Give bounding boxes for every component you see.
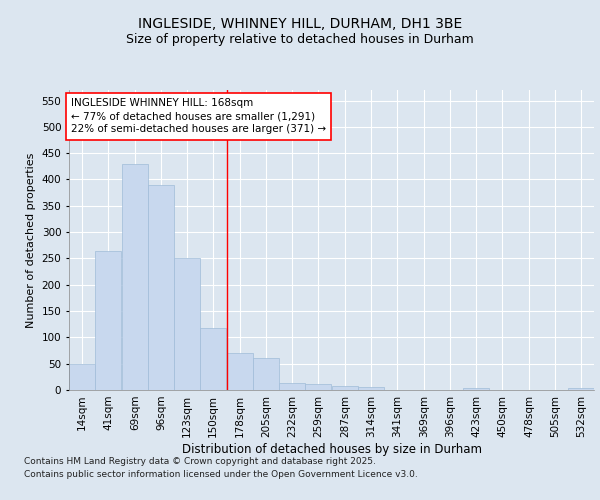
- Bar: [280, 383, 305, 390]
- Bar: [148, 184, 173, 390]
- Bar: [227, 353, 253, 390]
- Text: INGLESIDE, WHINNEY HILL, DURHAM, DH1 3BE: INGLESIDE, WHINNEY HILL, DURHAM, DH1 3BE: [138, 18, 462, 32]
- Text: Size of property relative to detached houses in Durham: Size of property relative to detached ho…: [126, 32, 474, 46]
- Bar: [122, 164, 148, 390]
- Bar: [358, 388, 383, 390]
- Bar: [95, 250, 121, 390]
- Bar: [253, 358, 278, 390]
- Bar: [175, 258, 200, 390]
- Bar: [332, 386, 358, 390]
- Bar: [463, 388, 488, 390]
- Text: Contains HM Land Registry data © Crown copyright and database right 2025.
Contai: Contains HM Land Registry data © Crown c…: [24, 458, 418, 479]
- Text: INGLESIDE WHINNEY HILL: 168sqm
← 77% of detached houses are smaller (1,291)
22% : INGLESIDE WHINNEY HILL: 168sqm ← 77% of …: [71, 98, 326, 134]
- Bar: [200, 328, 226, 390]
- Bar: [70, 364, 95, 390]
- X-axis label: Distribution of detached houses by size in Durham: Distribution of detached houses by size …: [182, 442, 482, 456]
- Y-axis label: Number of detached properties: Number of detached properties: [26, 152, 36, 328]
- Bar: [568, 388, 593, 390]
- Bar: [305, 384, 331, 390]
